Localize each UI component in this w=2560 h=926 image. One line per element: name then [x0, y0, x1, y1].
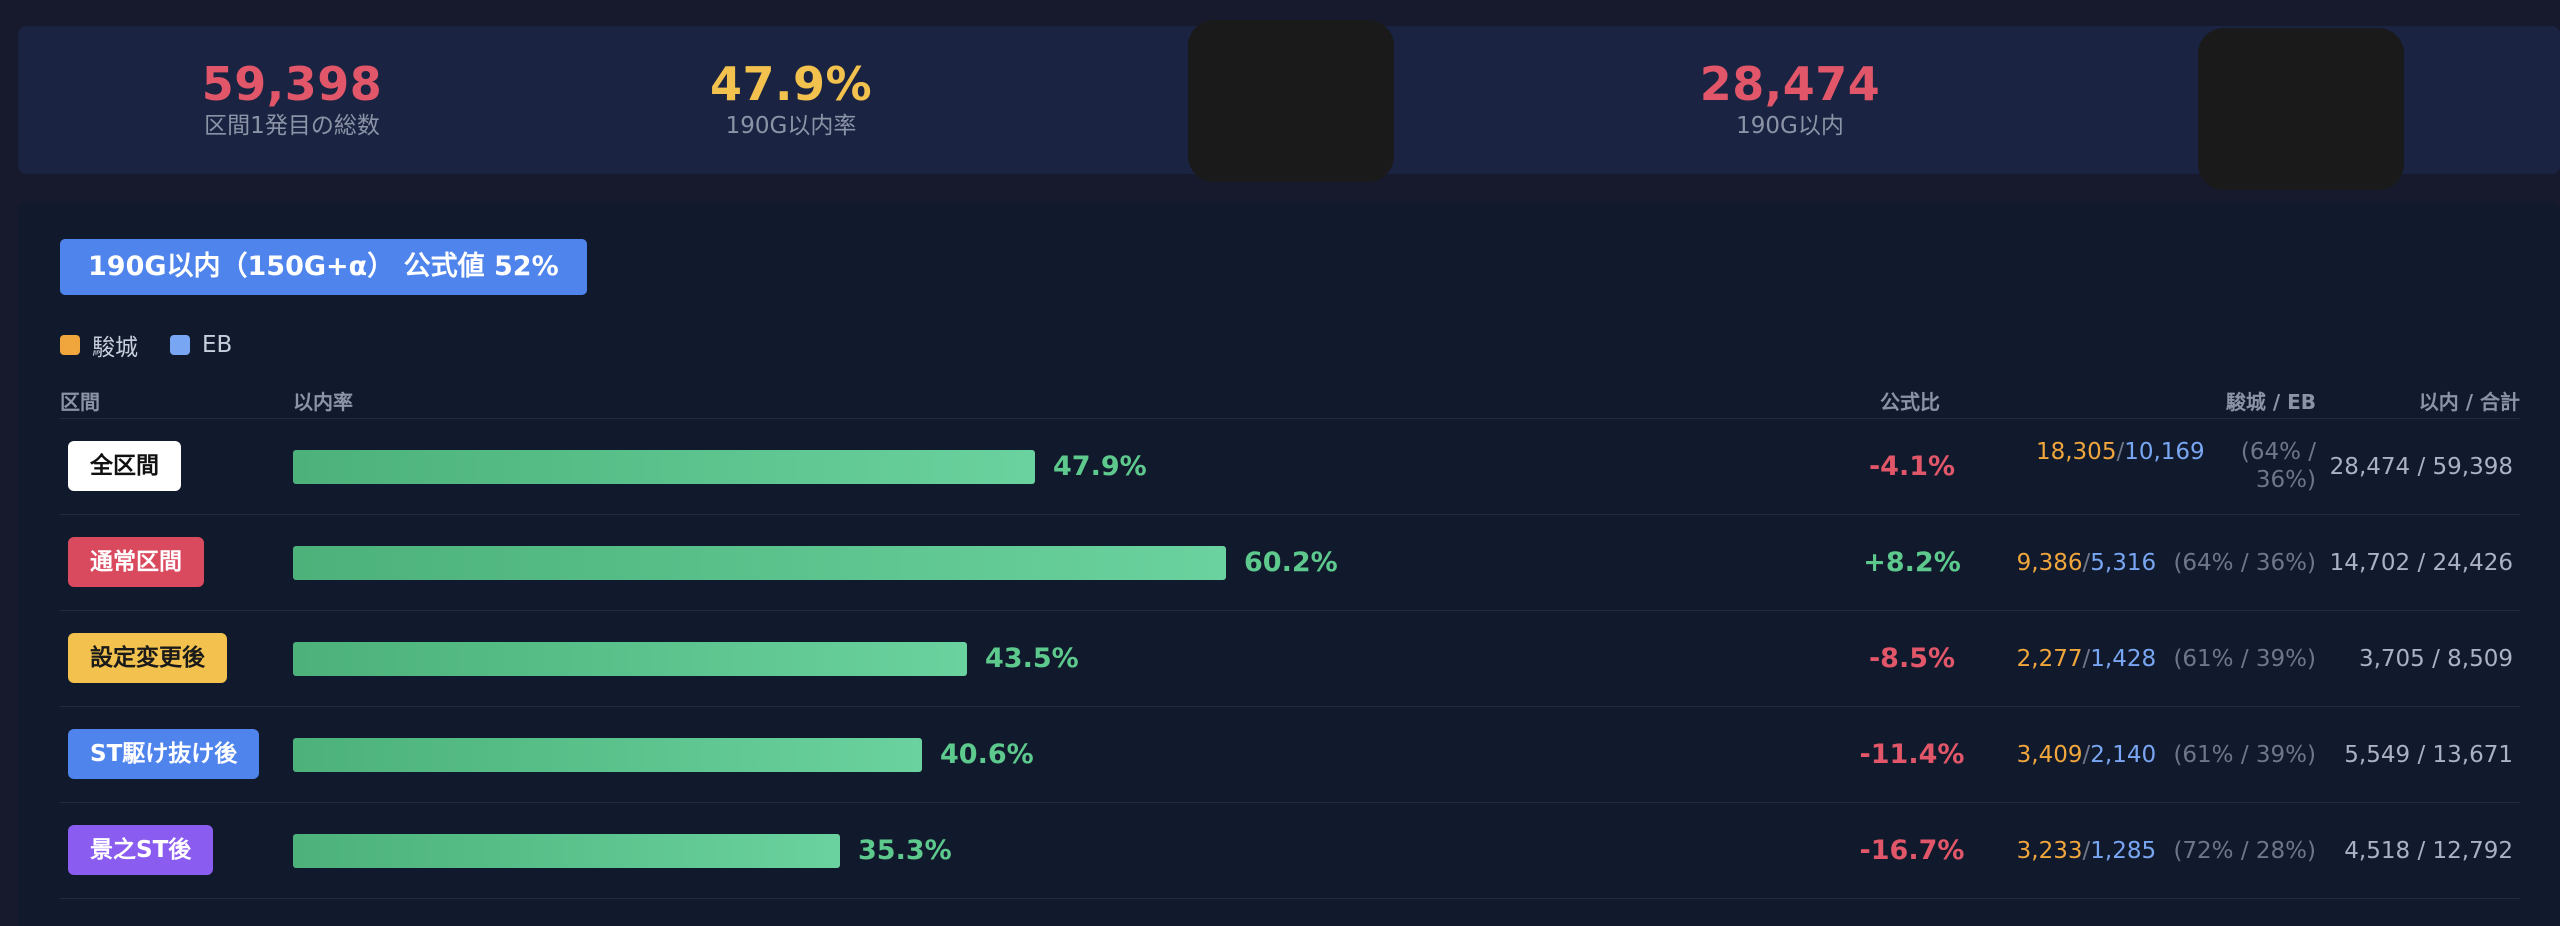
shunjo-count: 3,409 [2016, 742, 2083, 768]
eb-count: 10,169 [2124, 439, 2205, 465]
legend-label: EB [202, 332, 233, 358]
split-values: 18,305/10,169 (64% / 36%) [2036, 438, 2316, 494]
rate-bar [293, 738, 922, 772]
split-values: 2,277/1,428 (61% / 39%) [2017, 642, 2316, 676]
separator: / [2082, 838, 2091, 864]
legend: 駿城 EB [60, 328, 264, 362]
official-ratio: -16.7% [1859, 835, 1965, 866]
separator: / [2116, 439, 2125, 465]
table-row: 通常区間 60.2% +8.2% 9,386/5,316 (64% / 36%) 14,… [18, 514, 2560, 611]
table-row: 全区間 47.9% -4.1% 18,305/10,169 (64% / 36%) 28… [18, 418, 2560, 515]
within-total: 5,549 / 13,671 [2344, 742, 2513, 768]
rate-value: 60.2% [1244, 547, 1338, 578]
legend-label: 駿城 [92, 335, 138, 361]
section-badge[interactable]: 景之ST後 [68, 825, 214, 875]
official-ratio: -8.5% [1868, 643, 1956, 674]
legend-swatch-orange [60, 335, 80, 355]
rate-bar [293, 450, 1035, 484]
legend-swatch-blue [170, 335, 190, 355]
table-row: 設定変更後 43.5% -8.5% 2,277/1,428 (61% / 39%) 3,… [18, 610, 2560, 707]
rate-value: 43.5% [985, 643, 1079, 674]
panel-title-button[interactable]: 190G以内（150G+α） 公式値 52% [60, 239, 587, 295]
stat-total-value: 59,398 [201, 57, 383, 111]
redacted-block [2198, 28, 2404, 190]
rate-value: 47.9% [1053, 451, 1147, 482]
rate-bar [293, 642, 967, 676]
col-header-split: 駿城 / EB [2225, 390, 2316, 414]
stat-within-label: 190G以内 [1736, 113, 1844, 139]
official-ratio: -11.4% [1859, 739, 1965, 770]
table-row: 景之ST後 35.3% -16.7% 3,233/1,285 (72% / 28%) 4… [18, 802, 2560, 899]
within-total: 14,702 / 24,426 [2329, 550, 2513, 576]
table-row: ST駆け抜け後 40.6% -11.4% 3,409/2,140 (61% / 39%… [18, 706, 2560, 803]
stat-within: 28,474 190G以内 [1700, 56, 1881, 140]
eb-count: 5,316 [2090, 550, 2157, 576]
split-values: 3,409/2,140 (61% / 39%) [2017, 738, 2316, 772]
rate-value: 35.3% [858, 835, 952, 866]
section-badge[interactable]: 全区間 [68, 441, 181, 491]
stat-total-label: 区間1発目の総数 [204, 113, 380, 139]
rate-value: 40.6% [940, 739, 1034, 770]
shunjo-count: 3,233 [2016, 838, 2083, 864]
split-percent: (64% / 36%) [2173, 550, 2316, 576]
stat-total: 59,398 区間1発目の総数 [202, 56, 383, 140]
split-values: 3,233/1,285 (72% / 28%) [2017, 834, 2316, 868]
col-header-total: 以内 / 合計 [2418, 390, 2520, 414]
col-header-official-ratio: 公式比 [1880, 390, 1940, 414]
separator: / [2082, 742, 2091, 768]
within-total: 3,705 / 8,509 [2358, 646, 2513, 672]
separator: / [2082, 646, 2091, 672]
col-header-rate: 以内率 [293, 390, 353, 414]
row-divider [60, 898, 2520, 899]
eb-count: 1,428 [2090, 646, 2157, 672]
legend-item-eb: EB [170, 332, 232, 358]
stat-rate-label: 190G以内率 [725, 113, 857, 139]
section-badge[interactable]: 設定変更後 [68, 633, 227, 683]
split-values: 9,386/5,316 (64% / 36%) [2017, 546, 2316, 580]
shunjo-count: 9,386 [2016, 550, 2083, 576]
redacted-block [1188, 20, 1394, 182]
col-header-section: 区間 [60, 390, 100, 414]
separator: / [2082, 550, 2091, 576]
section-badge[interactable]: 通常区間 [68, 537, 204, 587]
legend-item-shunjo: 駿城 [60, 328, 138, 362]
stat-rate-value: 47.9% [709, 57, 873, 111]
eb-count: 1,285 [2090, 838, 2157, 864]
within-total: 28,474 / 59,398 [2329, 454, 2513, 480]
section-badge[interactable]: ST駆け抜け後 [68, 729, 260, 779]
split-percent: (72% / 28%) [2173, 838, 2316, 864]
split-percent: (64% / 36%) [2240, 439, 2316, 493]
header-divider [60, 418, 2520, 419]
row-divider [60, 706, 2520, 707]
official-ratio: +8.2% [1863, 547, 1961, 578]
within-total: 4,518 / 12,792 [2344, 838, 2513, 864]
row-divider [60, 610, 2520, 611]
row-divider [60, 802, 2520, 803]
official-ratio: -4.1% [1868, 451, 1956, 482]
eb-count: 2,140 [2090, 742, 2157, 768]
within-190g-panel: 190G以内（150G+α） 公式値 52% 駿城 EB 区間 以内率 公式比 … [18, 204, 2560, 926]
shunjo-count: 18,305 [2035, 439, 2117, 465]
split-percent: (61% / 39%) [2173, 646, 2316, 672]
split-percent: (61% / 39%) [2173, 742, 2316, 768]
shunjo-count: 2,277 [2016, 646, 2083, 672]
rate-bar [293, 834, 840, 868]
rate-bar [293, 546, 1226, 580]
stat-within-value: 28,474 [1699, 57, 1881, 111]
stat-rate: 47.9% 190G以内率 [710, 56, 872, 140]
row-divider [60, 514, 2520, 515]
